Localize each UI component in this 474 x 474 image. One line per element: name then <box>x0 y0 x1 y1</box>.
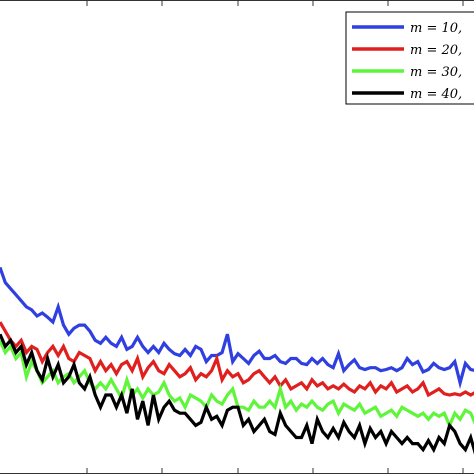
series-line-1 <box>0 266 474 390</box>
series-line-4 <box>0 333 474 455</box>
legend-label-3: m = 30, <box>410 65 462 80</box>
legend: m = 10, m = 20, m = 30, m = 40, <box>345 11 474 105</box>
legend-label-4: m = 40, <box>410 87 462 102</box>
legend-label-2: m = 20, <box>410 43 462 58</box>
series-line-2 <box>0 321 474 398</box>
series-lines <box>0 266 474 455</box>
legend-box <box>345 11 474 105</box>
legend-label-1: m = 10, <box>410 21 462 36</box>
